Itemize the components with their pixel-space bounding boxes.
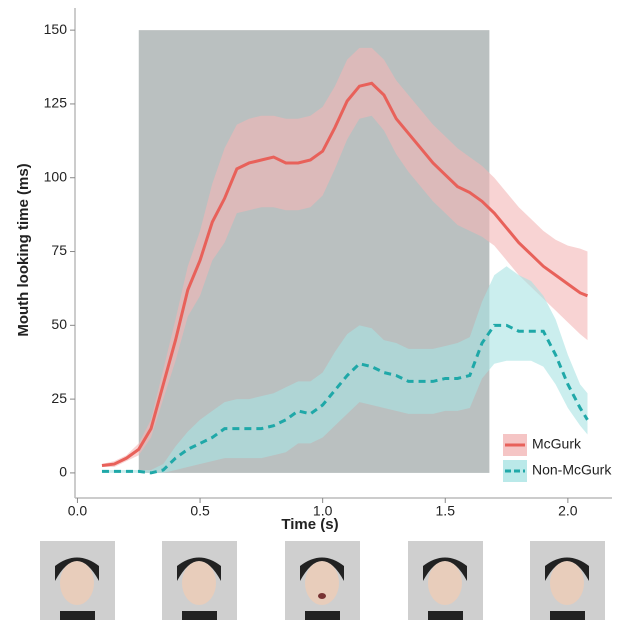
legend-label: McGurk <box>532 436 582 452</box>
x-tick-label: 1.5 <box>436 503 456 519</box>
y-axis-label: Mouth looking time (ms) <box>15 163 32 336</box>
x-axis-label: Time (s) <box>281 516 338 533</box>
confidence-band <box>101 47 588 468</box>
y-tick-label: 0 <box>59 464 67 480</box>
x-tick-label: 2.0 <box>558 503 578 519</box>
confidence-band <box>101 266 588 473</box>
y-tick-label: 100 <box>44 168 68 184</box>
y-tick-label: 150 <box>44 21 68 37</box>
series-line <box>101 81 589 468</box>
series-line <box>101 323 589 475</box>
y-tick-label: 25 <box>51 390 67 406</box>
x-tick-label: 0.5 <box>190 503 210 519</box>
y-tick-label: 125 <box>44 95 68 111</box>
y-tick-label: 50 <box>51 316 67 332</box>
legend-label: Non-McGurk <box>532 462 612 478</box>
face-photos <box>40 541 605 620</box>
x-tick-label: 1.0 <box>313 503 333 519</box>
x-tick-label: 0.0 <box>68 503 88 519</box>
y-tick-label: 75 <box>51 242 67 258</box>
